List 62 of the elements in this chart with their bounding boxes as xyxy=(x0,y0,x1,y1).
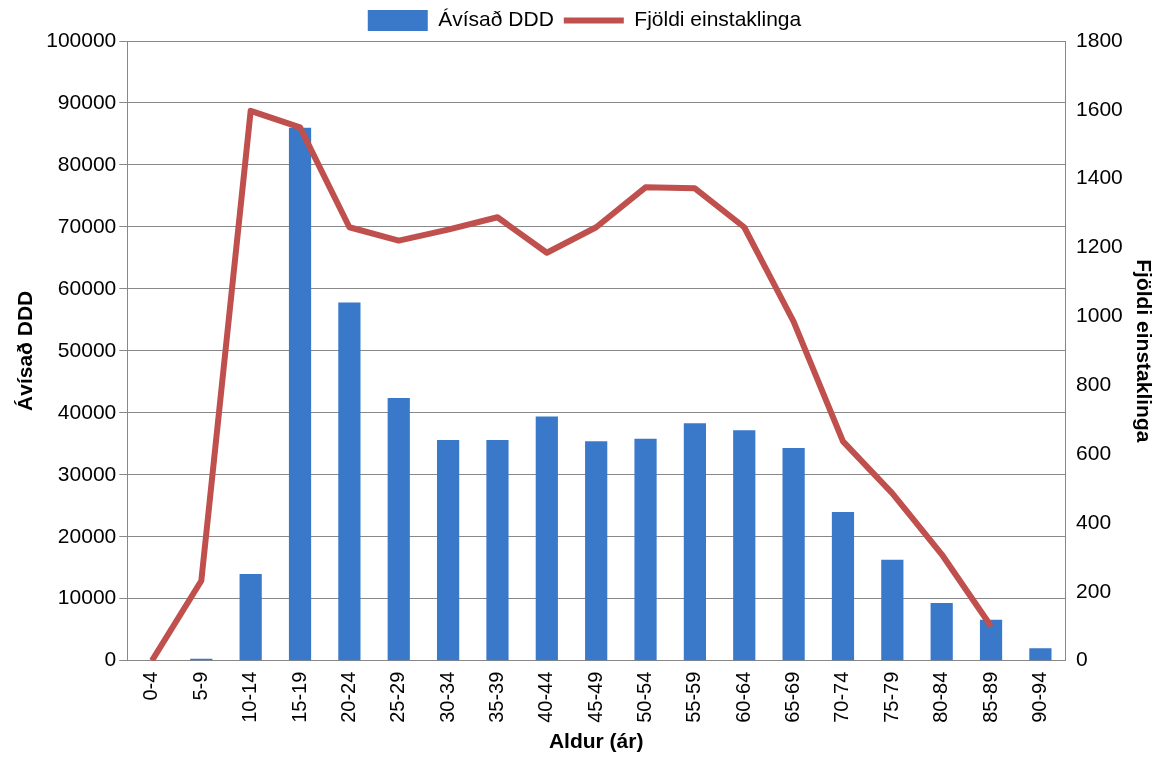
y-axis-title: Ávísað DDD xyxy=(13,290,37,411)
x-tick-label: 5-9 xyxy=(188,671,211,701)
bar xyxy=(585,441,608,661)
x-tick-label: 25-29 xyxy=(386,671,409,723)
y-tick-label: 90000 xyxy=(57,89,117,113)
x-tick-label: 20-24 xyxy=(336,671,359,723)
x-tick-label: 15-19 xyxy=(287,671,310,723)
x-tick-label: 50-54 xyxy=(633,671,656,723)
bar xyxy=(683,423,706,661)
y2-tick-label: 800 xyxy=(1076,372,1112,396)
x-tick-label: 90-94 xyxy=(1027,671,1050,723)
x-tick-label: 60-64 xyxy=(731,671,754,723)
bar xyxy=(733,430,756,661)
legend-label: Fjöldi einstaklinga xyxy=(634,7,802,31)
y2-tick-label: 0 xyxy=(1076,647,1088,671)
x-tick-label: 55-59 xyxy=(682,671,705,723)
x-tick-label: 45-49 xyxy=(583,671,606,723)
y2-tick-label: 1000 xyxy=(1076,303,1123,327)
x-tick-label: 70-74 xyxy=(830,671,853,723)
x-tick-label: 85-89 xyxy=(978,671,1001,723)
bar xyxy=(239,573,262,661)
y2-tick-label: 600 xyxy=(1076,440,1112,464)
bar xyxy=(881,559,904,661)
y2-tick-label: 200 xyxy=(1076,578,1112,602)
bar xyxy=(634,438,657,661)
bar xyxy=(387,397,410,661)
y2-tick-label: 400 xyxy=(1076,509,1112,533)
x-tick-label: 30-34 xyxy=(435,671,458,723)
legend-label: Ávísað DDD xyxy=(438,7,554,31)
y-tick-label: 80000 xyxy=(57,151,117,175)
y-tick-label: 10000 xyxy=(57,585,117,609)
bar xyxy=(831,511,855,661)
y2-tick-label: 1400 xyxy=(1076,165,1123,189)
y-tick-label: 60000 xyxy=(57,275,117,299)
x-tick-label: 35-39 xyxy=(484,671,507,723)
bar xyxy=(1029,648,1052,661)
bar xyxy=(979,619,1003,661)
y-tick-label: 50000 xyxy=(57,337,117,361)
y-tick-label: 20000 xyxy=(57,523,117,547)
bar xyxy=(486,440,509,661)
y2-tick-label: 1800 xyxy=(1076,27,1123,51)
y-tick-label: 0 xyxy=(104,647,117,671)
bar xyxy=(338,302,361,661)
bar xyxy=(437,440,460,661)
x-tick-label: 75-79 xyxy=(879,671,902,723)
y-tick-label: 70000 xyxy=(57,213,117,237)
x-tick-label: 80-84 xyxy=(929,671,952,723)
bar xyxy=(930,603,953,661)
bar xyxy=(288,127,312,661)
y-tick-label: 40000 xyxy=(57,399,117,423)
x-tick-label: 40-44 xyxy=(534,671,557,723)
x-axis-title: Aldur (ár) xyxy=(548,729,644,753)
x-tick-label: 0-4 xyxy=(139,671,162,701)
y2-tick-label: 1600 xyxy=(1076,96,1123,120)
bar xyxy=(782,448,805,661)
y-tick-label: 30000 xyxy=(57,461,117,485)
y-tick-label: 100000 xyxy=(46,27,117,51)
y2-tick-label: 1200 xyxy=(1076,234,1123,258)
bar xyxy=(535,416,558,661)
x-tick-label: 10-14 xyxy=(238,671,261,723)
x-tick-label: 65-69 xyxy=(781,671,804,723)
y2-axis-title: Fjöldi einstaklinga xyxy=(1132,259,1156,443)
